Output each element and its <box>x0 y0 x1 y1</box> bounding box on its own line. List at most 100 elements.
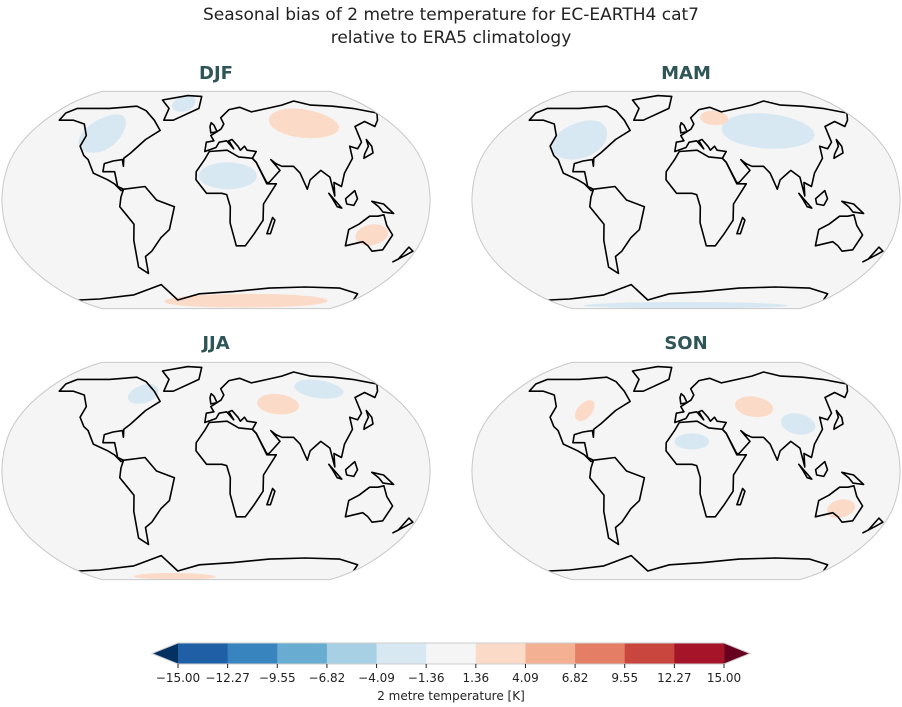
coastline-new-zealand <box>862 517 884 534</box>
colorbar-tick-label: −6.82 <box>309 671 346 685</box>
coastline-sumatra <box>328 463 343 480</box>
map-background <box>471 91 901 309</box>
coastline-africa <box>195 149 278 247</box>
coastline-north-america <box>58 105 161 192</box>
coastline-japan <box>833 409 844 431</box>
bias-patch <box>550 120 608 160</box>
colorbar-under-extension <box>152 643 178 664</box>
figure-title-line1: Seasonal bias of 2 metre temperature for… <box>203 5 699 25</box>
colorbar-tick-label: −15.00 <box>156 671 200 685</box>
coastline-sumatra <box>798 463 813 480</box>
colorbar-tick-label: −12.27 <box>205 671 249 685</box>
bias-patch <box>735 396 774 418</box>
coastline-uk <box>679 121 688 134</box>
colorbar-bin <box>178 643 229 664</box>
coastline-new-guinea <box>371 471 395 486</box>
colorbar-over-extension <box>724 643 750 664</box>
coastline-new-zealand <box>392 517 414 534</box>
coastline-south-america <box>119 456 176 546</box>
colorbar-label: 2 metre temperature [K] <box>377 689 525 703</box>
panel-title-jja: JJA <box>200 333 229 354</box>
coastline-uk <box>209 392 218 405</box>
colorbar-bin <box>326 643 378 664</box>
colorbar-bin <box>624 643 675 664</box>
coastline-south-america <box>589 456 646 546</box>
coastline-australia <box>814 485 864 523</box>
coastline-new-guinea <box>841 200 865 215</box>
colorbar-tick-label: 6.82 <box>562 671 589 685</box>
map-panel-son <box>471 361 901 581</box>
coastline-madagascar <box>266 216 276 235</box>
coastline-sumatra <box>328 192 343 209</box>
bias-patch <box>294 379 344 399</box>
map-border <box>471 361 901 581</box>
coastline-africa <box>665 420 748 518</box>
coastline-africa <box>195 420 278 518</box>
coastline-japan <box>363 409 374 431</box>
coastline-new-guinea <box>371 200 395 215</box>
map-border <box>1 90 431 310</box>
map-background <box>1 362 431 580</box>
colorbar: −15.00 −12.27 −9.55 −6.82 −4.09 −1.36 1.36 4.09… <box>150 642 752 685</box>
bias-patch <box>257 393 299 415</box>
coastline-australia <box>344 485 394 523</box>
bias-patch <box>164 293 328 308</box>
coastline-borneo <box>814 460 829 478</box>
bias-patch <box>127 384 159 404</box>
colorbar-tick-label: 4.09 <box>512 671 539 685</box>
figure-title-line2: relative to ERA5 climatology <box>331 28 572 48</box>
bias-patch <box>700 110 729 126</box>
coastline-antarctica <box>548 283 829 301</box>
coastline-antarctica <box>78 283 359 301</box>
bias-patch <box>721 113 815 149</box>
coastline-greenland <box>631 94 673 121</box>
coastline-north-america <box>528 105 631 192</box>
panel-title-son: SON <box>664 333 707 354</box>
bias-patch <box>133 573 216 580</box>
colorbar-bin <box>227 643 278 664</box>
coastline-australia <box>344 214 394 252</box>
bias-patch <box>268 108 340 139</box>
colorbar-tick-label: 15.00 <box>707 671 741 685</box>
coastline-eurasia <box>674 371 849 468</box>
colorbar-bin <box>376 643 427 664</box>
coastline-antarctica <box>548 554 829 572</box>
colorbar-tick-label: −9.55 <box>259 671 296 685</box>
bias-patch <box>78 114 126 153</box>
coastline-greenland <box>631 365 673 392</box>
colorbar-bin <box>575 643 626 664</box>
coastline-borneo <box>814 189 829 207</box>
bias-patch <box>674 433 710 450</box>
colorbar-tick-label: 1.36 <box>462 671 489 685</box>
map-background <box>1 91 431 309</box>
coastline-new-zealand <box>862 246 884 263</box>
coastline-madagascar <box>266 487 276 506</box>
coastline-japan <box>363 138 374 160</box>
map-border <box>1 361 431 581</box>
coastline-new-guinea <box>841 471 865 486</box>
coastline-borneo <box>344 189 359 207</box>
colorbar-tick-label: 12.27 <box>657 671 691 685</box>
colorbar-bin <box>674 643 725 664</box>
bias-patch <box>583 302 789 309</box>
map-panel-djf <box>1 90 431 310</box>
map-background <box>471 362 901 580</box>
coastline-antarctica <box>78 554 359 572</box>
colorbar-bin <box>277 643 328 664</box>
bias-patch <box>355 224 389 246</box>
colorbar-bin <box>525 643 576 664</box>
coastline-eurasia <box>674 100 849 197</box>
coastline-north-america <box>58 376 161 463</box>
panel-title-djf: DJF <box>199 63 233 84</box>
coastline-japan <box>833 138 844 160</box>
coastline-south-america <box>119 185 176 275</box>
coastline-borneo <box>344 460 359 478</box>
map-panel-jja <box>1 361 431 581</box>
coastline-africa <box>665 149 748 247</box>
coastline-greenland <box>161 94 203 121</box>
panel-title-mam: MAM <box>661 63 711 84</box>
coastline-madagascar <box>736 487 746 506</box>
coastline-australia <box>814 214 864 252</box>
coastline-eurasia <box>204 100 379 197</box>
